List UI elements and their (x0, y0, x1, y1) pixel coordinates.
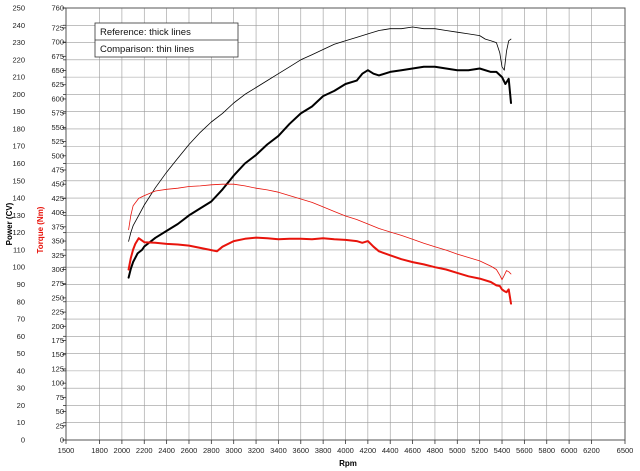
legend-entry-comparison: Comparison: thin lines (100, 44, 194, 55)
x-tick-label: 5600 (516, 446, 533, 455)
y-left-tick-label: 170 (12, 142, 25, 151)
x-tick-label: 1800 (91, 446, 108, 455)
y-axis-left-title: Power (CV) (5, 202, 14, 245)
x-tick-label: 6000 (561, 446, 578, 455)
y-right-tick-label: 150 (51, 350, 64, 359)
x-tick-label: 5000 (449, 446, 466, 455)
y-right-tick-label: 525 (51, 137, 64, 146)
y-right-tick-label: 625 (51, 80, 64, 89)
x-axis-title: Rpm (339, 459, 357, 468)
y-axis-right-title: Torque (Nm) (36, 206, 45, 253)
y-left-tick-label: 240 (12, 21, 25, 30)
y-right-tick-label: 100 (51, 379, 64, 388)
y-left-tick-label: 110 (13, 245, 25, 254)
y-left-tick-label: 0 (21, 436, 25, 445)
y-right-tick-label: 600 (51, 94, 64, 103)
y-right-tick-label: 375 (51, 222, 64, 231)
y-left-tick-label: 220 (12, 55, 25, 64)
y-right-tick-label: 475 (51, 166, 64, 175)
y-left-tick-label: 160 (12, 159, 25, 168)
y-right-tick-label: 0 (60, 436, 64, 445)
x-tick-label: 3000 (225, 446, 242, 455)
y-right-tick-label: 300 (51, 265, 64, 274)
x-axis-ticks: 1500 1800 2000 2200 2400 2600 2800 3000 3200 3400… (58, 440, 634, 455)
x-tick-label: 2600 (181, 446, 198, 455)
y-left-tick-label: 180 (12, 124, 25, 133)
x-tick-label: 1500 (58, 446, 75, 455)
y-right-tick-label: 650 (51, 66, 64, 75)
x-tick-label: 4200 (360, 446, 377, 455)
y-right-tick-label: 275 (51, 279, 64, 288)
y-left-tick-label: 30 (17, 384, 25, 393)
y-right-tick-label: 425 (51, 194, 64, 203)
y-left-tick-label: 200 (12, 90, 25, 99)
x-tick-label: 4600 (404, 446, 421, 455)
x-tick-label: 3400 (270, 446, 287, 455)
y-right-tick-label: 400 (51, 208, 64, 217)
y-right-tick-label: 550 (51, 123, 64, 132)
x-tick-label: 6500 (617, 446, 634, 455)
x-tick-label: 3800 (315, 446, 332, 455)
y-right-tick-label: 700 (51, 38, 64, 47)
y-left-tick-label: 140 (12, 194, 25, 203)
x-tick-label: 2000 (114, 446, 131, 455)
legend-entry-reference: Reference: thick lines (100, 27, 191, 38)
series-line-power-comparison (128, 26, 512, 242)
x-tick-label: 2200 (136, 446, 153, 455)
y-left-tick-label: 50 (17, 349, 25, 358)
x-tick-label: 3200 (248, 446, 265, 455)
y-right-tick-label: 725 (51, 23, 64, 32)
y-left-tick-label: 150 (12, 176, 25, 185)
y-axis-right-ticks: 0 25 50 75 100 125 150 175 200 225 250 275 300 325 350… (51, 4, 66, 445)
y-right-tick-label: 350 (51, 237, 64, 246)
x-tick-label: 2800 (203, 446, 220, 455)
x-tick-label: 5800 (538, 446, 555, 455)
grid-lines (65, 7, 626, 441)
series-line-torque-comparison (128, 183, 512, 281)
y-right-tick-label: 450 (51, 180, 64, 189)
legend: Reference: thick lines Comparison: thin … (94, 22, 239, 58)
y-left-tick-label: 210 (12, 73, 25, 82)
series-line-torque-reference (127, 236, 512, 305)
y-axis-left-ticks: 0 10 20 30 40 50 60 70 80 90 100 110 120 130 140 150 160… (12, 4, 66, 445)
x-tick-label: 4000 (337, 446, 354, 455)
y-left-tick-label: 70 (17, 315, 25, 324)
y-left-tick-label: 10 (17, 418, 25, 427)
y-left-tick-label: 90 (17, 280, 25, 289)
y-right-tick-label: 225 (51, 308, 64, 317)
y-right-tick-label: 75 (56, 393, 64, 402)
x-tick-label: 6200 (583, 446, 600, 455)
y-left-tick-label: 100 (12, 263, 25, 272)
y-left-tick-label: 190 (12, 107, 25, 116)
x-tick-label: 5400 (494, 446, 511, 455)
y-right-tick-label: 250 (51, 293, 64, 302)
x-tick-label: 5200 (471, 446, 488, 455)
y-right-tick-label: 175 (51, 336, 64, 345)
y-left-tick-label: 130 (12, 211, 25, 220)
y-right-tick-label: 200 (51, 322, 64, 331)
x-tick-label: 3600 (292, 446, 309, 455)
y-right-tick-label: 675 (51, 52, 64, 61)
y-right-tick-label: 25 (56, 421, 64, 430)
y-left-tick-label: 40 (17, 366, 25, 375)
y-right-tick-label: 325 (51, 251, 64, 260)
y-left-tick-label: 60 (17, 332, 25, 341)
y-left-tick-label: 20 (17, 401, 25, 410)
x-tick-label: 4400 (382, 446, 399, 455)
y-left-tick-label: 80 (17, 297, 25, 306)
series-layer (127, 26, 512, 305)
y-left-tick-label: 250 (12, 4, 25, 13)
series-line-power-reference (127, 65, 512, 279)
y-right-tick-label: 125 (51, 364, 64, 373)
y-left-tick-label: 230 (12, 38, 25, 47)
y-right-tick-label: 760 (51, 4, 64, 13)
y-right-tick-label: 500 (51, 151, 64, 160)
x-tick-label: 4800 (427, 446, 444, 455)
x-tick-label: 2400 (158, 446, 175, 455)
y-left-tick-label: 120 (12, 228, 25, 237)
y-right-tick-label: 50 (56, 407, 64, 416)
y-right-tick-label: 575 (51, 109, 64, 118)
